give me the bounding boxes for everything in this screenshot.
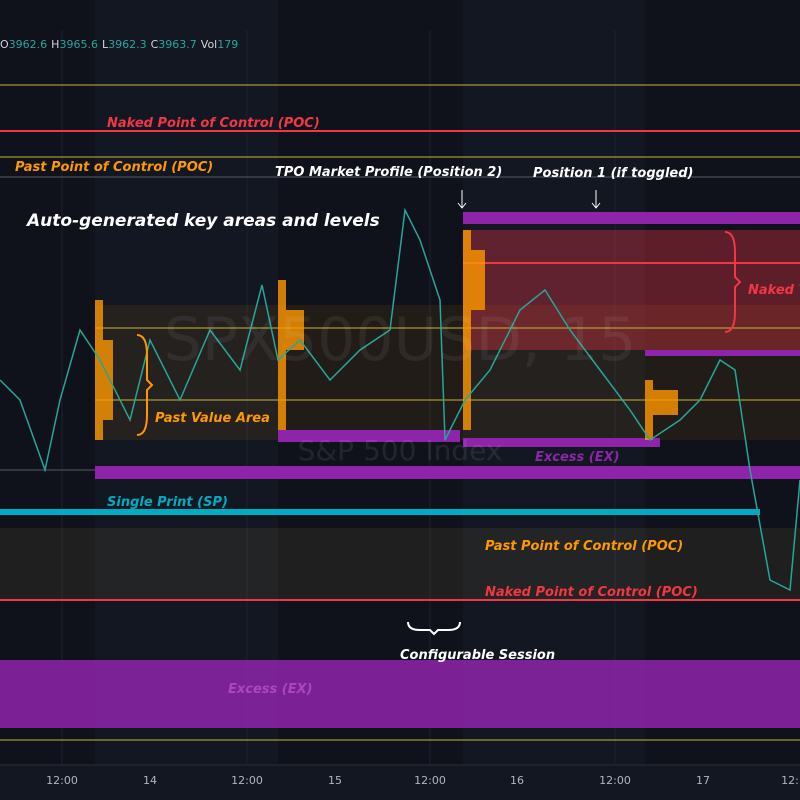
x-tick-label: 12:00: [231, 774, 263, 787]
ohlc-label: Vol: [201, 38, 217, 51]
ohlc-value: 3962.6: [9, 38, 48, 51]
past-value-area: [0, 528, 800, 600]
annotations: Naked Point of Control (POC) Past Point …: [15, 116, 800, 697]
annotation: Single Print (SP): [107, 495, 228, 510]
x-tick-label: 17: [696, 774, 710, 787]
ohlc-value: 3962.3: [108, 38, 147, 51]
watermark-name: S&P 500 Index: [298, 434, 503, 467]
ohlc-label: C: [151, 38, 159, 51]
grid: [61, 30, 616, 765]
x-tick-label: 12:00: [599, 774, 631, 787]
ohlc-label: L: [102, 38, 109, 51]
ohlc-value: 3963.7: [158, 38, 197, 51]
x-tick-label: 12:00: [414, 774, 446, 787]
watermark-symbol: SPX500USD, 15: [164, 305, 637, 375]
annotation: Naked V: [748, 283, 800, 298]
ohlc-header: O3962.6 H3965.6 L3962.3 C3963.7 Vol179: [0, 38, 238, 51]
annotation: Past Point of Control (POC): [15, 160, 213, 175]
annotation: Excess (EX): [535, 450, 620, 465]
annotation: Past Value Area: [155, 411, 270, 426]
naked-value-area: [463, 230, 800, 350]
ohlc-value: 179: [217, 38, 238, 51]
x-tick-label: 16: [510, 774, 524, 787]
ohlc-text: O3962.6 H3965.6 L3962.3 C3963.7 Vol179: [0, 38, 238, 51]
x-axis: 12:00 14 12:00 15 12:00 16 12:00 17 12:: [46, 774, 799, 787]
annotation: Auto-generated key areas and levels: [25, 211, 380, 231]
ohlc-value: 3965.6: [59, 38, 98, 51]
ohlc-label: H: [51, 38, 59, 51]
price-path: [0, 207, 800, 592]
x-tick-label: 15: [328, 774, 342, 787]
annotation: Position 1 (if toggled): [533, 166, 693, 181]
pointers: [136, 190, 742, 636]
annotation: Configurable Session: [400, 648, 555, 663]
annotation: Naked Point of Control (POC): [107, 116, 320, 131]
annotation: Past Point of Control (POC): [485, 539, 683, 554]
annotation: Excess (EX): [228, 682, 313, 697]
excess-bars: [0, 212, 800, 728]
single-print-bar: [0, 509, 760, 515]
session-shading: [0, 0, 800, 765]
x-tick-label: 12:00: [46, 774, 78, 787]
x-tick-label: 12:: [781, 774, 799, 787]
annotation: TPO Market Profile (Position 2): [275, 165, 502, 180]
x-tick-label: 14: [143, 774, 157, 787]
ohlc-label: O: [0, 38, 9, 51]
annotation: Naked Point of Control (POC): [485, 585, 698, 600]
